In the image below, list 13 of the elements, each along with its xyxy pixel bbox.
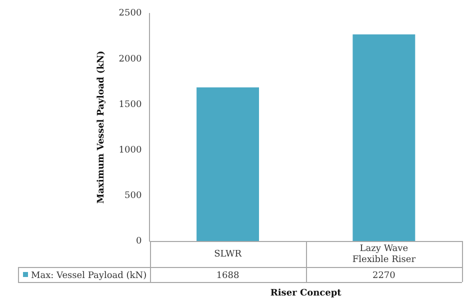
y-tick-label: 1000 [118, 145, 142, 156]
x-tick-label: Lazy Wave Flexible Riser [352, 244, 416, 265]
y-tick-label: 500 [124, 190, 142, 201]
y-tick-label: 2500 [118, 8, 142, 19]
data-label: 2270 [372, 270, 396, 281]
x-tick-label: SLWR [214, 249, 242, 260]
y-axis-title: Maximum Vessel Payload (kN) [96, 50, 107, 204]
data-label: 1688 [216, 270, 240, 281]
x-axis-title: Riser Concept [270, 288, 342, 298]
y-tick-label: 1500 [118, 100, 142, 110]
legend-label: Max: Vessel Payload (kN) [31, 270, 147, 281]
y-tick-label: 0 [136, 236, 142, 246]
y-tick-label: 2000 [118, 54, 142, 64]
